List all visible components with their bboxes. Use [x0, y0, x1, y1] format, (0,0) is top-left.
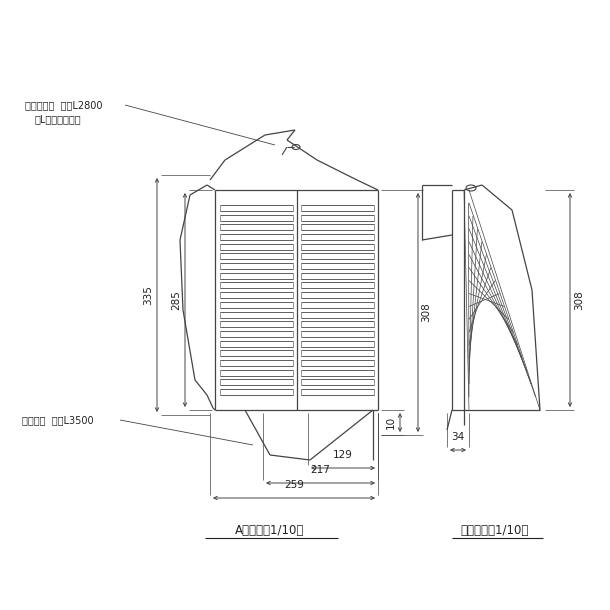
Text: 335: 335: [143, 285, 153, 305]
Text: 308: 308: [421, 303, 431, 322]
Text: 日矢視図（1/10）: 日矢視図（1/10）: [461, 523, 529, 537]
Text: 217: 217: [310, 465, 331, 475]
Text: アース線  機外L3500: アース線 機外L3500: [22, 415, 93, 425]
Text: 259: 259: [284, 480, 304, 490]
Text: （L形プラグ付）: （L形プラグ付）: [35, 114, 82, 124]
Text: A矢視図（1/10）: A矢視図（1/10）: [235, 523, 304, 537]
Text: 34: 34: [451, 432, 465, 442]
Text: 電源コード  機外L2800: 電源コード 機外L2800: [25, 100, 102, 110]
Text: 308: 308: [574, 290, 584, 310]
Text: 10: 10: [386, 416, 396, 429]
Text: 129: 129: [333, 450, 353, 460]
Text: 285: 285: [171, 290, 181, 310]
